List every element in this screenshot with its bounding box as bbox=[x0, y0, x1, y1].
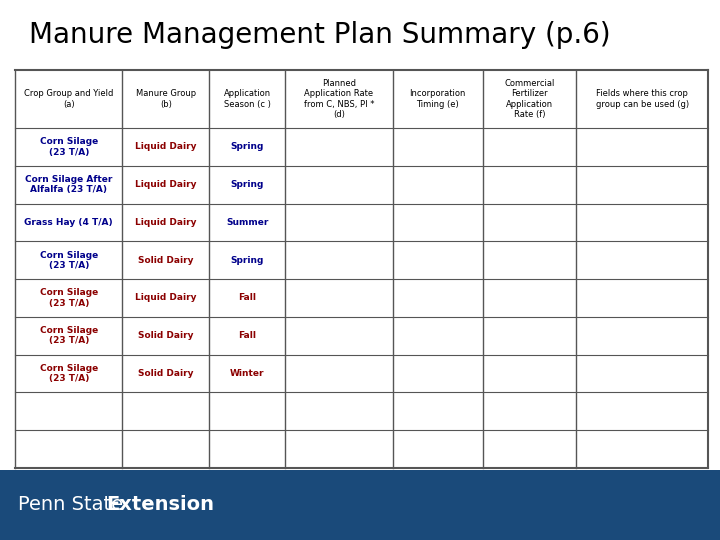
Text: Corn Silage
(23 T/A): Corn Silage (23 T/A) bbox=[40, 251, 98, 270]
Text: Fall: Fall bbox=[238, 294, 256, 302]
Text: Penn State: Penn State bbox=[18, 495, 130, 515]
Text: Liquid Dairy: Liquid Dairy bbox=[135, 143, 197, 151]
Text: Solid Dairy: Solid Dairy bbox=[138, 256, 194, 265]
Text: Corn Silage
(23 T/A): Corn Silage (23 T/A) bbox=[40, 364, 98, 383]
Text: Corn Silage
(23 T/A): Corn Silage (23 T/A) bbox=[40, 326, 98, 346]
Text: Solid Dairy: Solid Dairy bbox=[138, 369, 194, 378]
Text: Manure Management Plan Summary (p.6): Manure Management Plan Summary (p.6) bbox=[29, 21, 611, 49]
Text: Corn Silage
(23 T/A): Corn Silage (23 T/A) bbox=[40, 137, 98, 157]
Text: Corn Silage
(23 T/A): Corn Silage (23 T/A) bbox=[40, 288, 98, 308]
Text: Corn Silage After
Alfalfa (23 T/A): Corn Silage After Alfalfa (23 T/A) bbox=[25, 175, 112, 194]
Text: Winter: Winter bbox=[230, 369, 264, 378]
Text: Liquid Dairy: Liquid Dairy bbox=[135, 218, 197, 227]
FancyBboxPatch shape bbox=[0, 470, 720, 540]
Text: Crop Group and Yield
(a): Crop Group and Yield (a) bbox=[24, 89, 113, 109]
Text: Fall: Fall bbox=[238, 331, 256, 340]
Text: Manure Group
(b): Manure Group (b) bbox=[135, 89, 196, 109]
Text: Grass Hay (4 T/A): Grass Hay (4 T/A) bbox=[24, 218, 113, 227]
Text: Spring: Spring bbox=[230, 143, 264, 151]
Text: Spring: Spring bbox=[230, 180, 264, 189]
Text: Extension: Extension bbox=[107, 495, 215, 515]
Text: Liquid Dairy: Liquid Dairy bbox=[135, 294, 197, 302]
Text: Planned
Application Rate
from C, NBS, PI *
(d): Planned Application Rate from C, NBS, PI… bbox=[304, 79, 374, 119]
Text: Spring: Spring bbox=[230, 256, 264, 265]
Text: Fields where this crop
group can be used (g): Fields where this crop group can be used… bbox=[595, 89, 689, 109]
Text: Summer: Summer bbox=[226, 218, 269, 227]
Text: Incorporation
Timing (e): Incorporation Timing (e) bbox=[410, 89, 466, 109]
Text: Liquid Dairy: Liquid Dairy bbox=[135, 180, 197, 189]
Text: Solid Dairy: Solid Dairy bbox=[138, 331, 194, 340]
Text: Application
Season (c ): Application Season (c ) bbox=[224, 89, 271, 109]
Text: Commercial
Fertilizer
Application
Rate (f): Commercial Fertilizer Application Rate (… bbox=[505, 79, 554, 119]
